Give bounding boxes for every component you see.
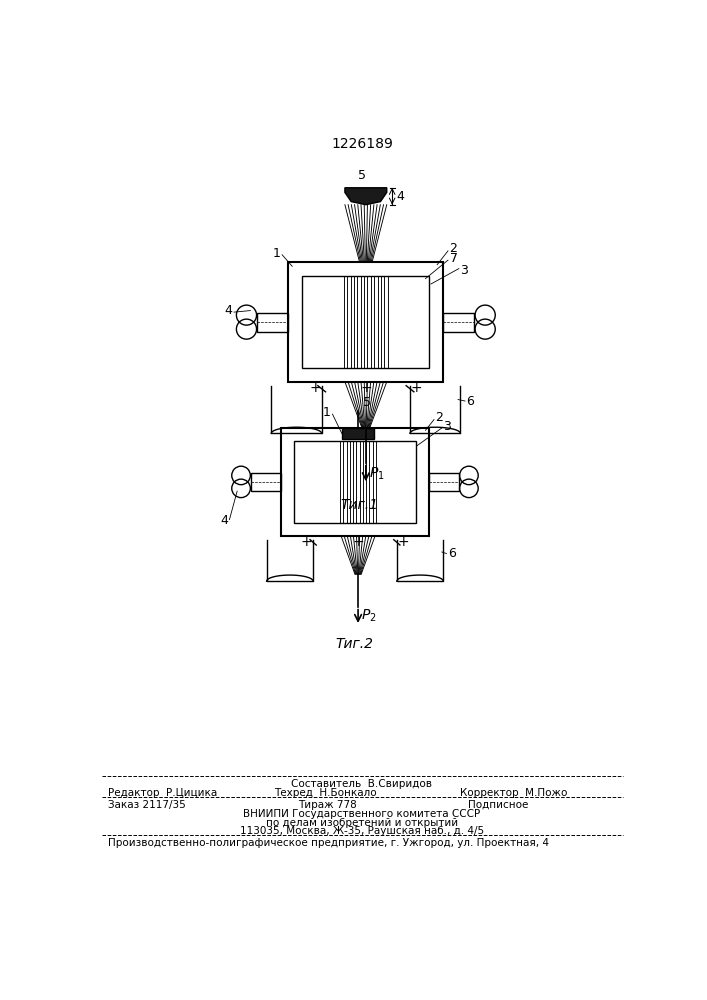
Polygon shape	[345, 188, 387, 205]
Text: +: +	[360, 381, 372, 395]
Text: 3: 3	[443, 420, 451, 433]
Text: 6: 6	[467, 395, 474, 408]
Text: 1: 1	[322, 406, 330, 419]
Text: ВНИИПИ Государственного комитета СССР: ВНИИПИ Государственного комитета СССР	[243, 809, 481, 819]
Text: Τиг.2: Τиг.2	[335, 637, 373, 651]
Text: 1: 1	[273, 247, 281, 260]
Bar	[293, 441, 416, 523]
Text: Заказ 2117/35: Заказ 2117/35	[107, 800, 185, 810]
Text: +: +	[310, 381, 321, 395]
Text: 3: 3	[460, 264, 468, 277]
Text: 2: 2	[450, 242, 457, 255]
Text: +: +	[352, 535, 364, 549]
Text: +: +	[410, 381, 422, 395]
Text: 7: 7	[450, 252, 457, 265]
Text: $P_1$: $P_1$	[369, 465, 385, 482]
Text: Тираж 778: Тираж 778	[298, 800, 356, 810]
Text: +: +	[398, 535, 409, 549]
Bar	[429, 473, 459, 491]
Text: по делам изобретений и открытий: по делам изобретений и открытий	[266, 818, 458, 828]
Text: 2: 2	[436, 411, 443, 424]
Text: +: +	[300, 535, 312, 549]
Bar	[288, 262, 443, 382]
Text: Τиг.1: Τиг.1	[341, 498, 379, 512]
Bar	[281, 428, 429, 536]
Text: 5: 5	[363, 396, 371, 409]
Bar	[303, 276, 429, 368]
Text: 4: 4	[225, 304, 233, 317]
Bar	[443, 312, 474, 332]
Text: 4: 4	[220, 514, 228, 527]
Text: Редактор  Р.Цицика: Редактор Р.Цицика	[107, 788, 217, 798]
Text: 4: 4	[396, 190, 404, 203]
Text: $P_2$: $P_2$	[361, 608, 377, 624]
Text: 6: 6	[448, 547, 456, 560]
Text: Подписное: Подписное	[468, 800, 529, 810]
Text: 1226189: 1226189	[331, 137, 393, 151]
Text: Техред  Н.Бонкало: Техред Н.Бонкало	[274, 788, 377, 798]
Text: Корректор  М.Пожо: Корректор М.Пожо	[460, 788, 568, 798]
Text: Производственно-полиграфическое предприятие, г. Ужгород, ул. Проектная, 4: Производственно-полиграфическое предприя…	[107, 838, 549, 848]
Text: 113035, Москва, Ж-35, Раушская наб., д. 4/5: 113035, Москва, Ж-35, Раушская наб., д. …	[240, 826, 484, 836]
Bar	[251, 473, 281, 491]
Bar	[341, 428, 374, 439]
Bar	[257, 312, 288, 332]
Text: Составитель  В.Свиридов: Составитель В.Свиридов	[291, 779, 433, 789]
Text: 5: 5	[358, 169, 366, 182]
